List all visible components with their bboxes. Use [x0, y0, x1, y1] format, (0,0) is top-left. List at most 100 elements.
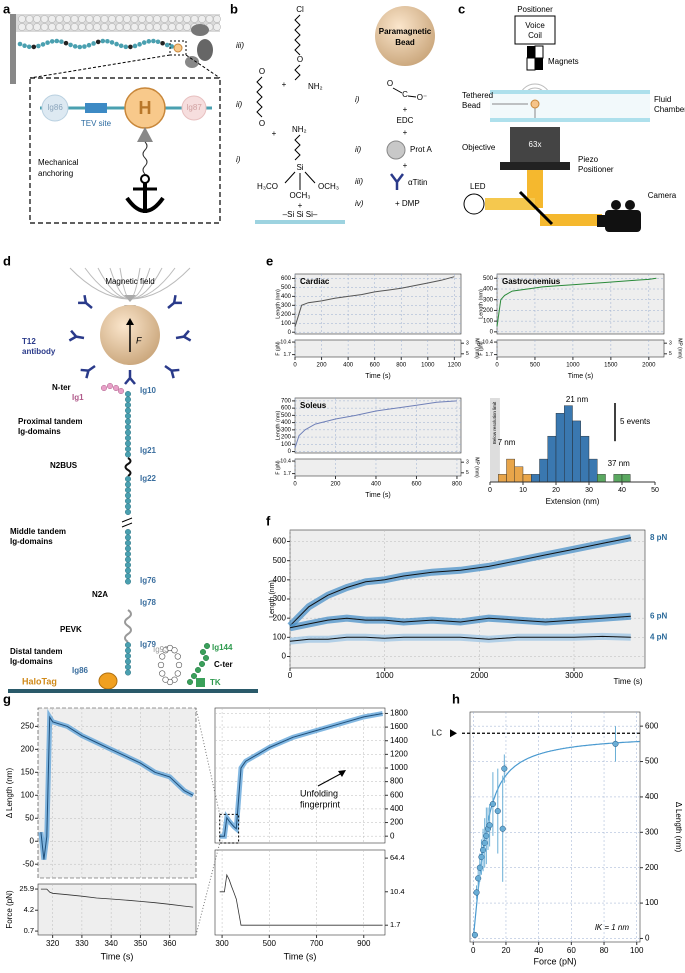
ig-domain [162, 676, 169, 683]
chart-title: Cardiac [300, 277, 330, 286]
series-line [496, 277, 657, 327]
y-tick-label: 200 [21, 744, 35, 753]
zoom-line [195, 707, 221, 815]
ig-domain [124, 391, 131, 398]
x-tick-label: 0 [495, 363, 499, 369]
myosin [25, 15, 34, 23]
chamber [490, 94, 650, 118]
y-tick-label: 0 [490, 329, 494, 335]
ig-domain [124, 664, 131, 671]
force-line [40, 888, 194, 908]
ig-domain [124, 642, 131, 649]
zoom-line [195, 842, 221, 936]
ig-domain [82, 44, 87, 49]
y-tick-label: 500 [645, 757, 659, 766]
y-tick-label: 100 [21, 790, 35, 799]
legend-label: 4 pN [650, 632, 668, 641]
y-tick-label: 1200 [390, 749, 408, 758]
force-tick-label: 10.4 [390, 887, 405, 896]
ig-domain [59, 39, 64, 44]
ig-domain [72, 44, 78, 49]
ig-domain [175, 661, 183, 669]
coverslip [490, 118, 650, 122]
ig-domain [100, 385, 107, 392]
beam [485, 198, 535, 210]
x-axis-label: Time (s) [284, 951, 317, 961]
ig-domain [124, 424, 131, 431]
bar [547, 435, 557, 483]
ig-domain [169, 44, 175, 49]
label: Ig87 [186, 103, 202, 112]
label: ii) [355, 145, 362, 154]
anchor [125, 196, 165, 213]
series-line [294, 400, 458, 449]
x-tick-label: 3000 [565, 671, 583, 680]
surface [255, 220, 345, 224]
panel-label: h [452, 691, 460, 706]
myosin [33, 15, 41, 23]
x-axis-label: Time (s) [365, 373, 390, 380]
ig-domain [186, 679, 193, 686]
ig-domain [146, 39, 152, 44]
x-tick-label: 100 [630, 946, 644, 955]
label: Ig-domains [10, 537, 53, 546]
myosin [168, 23, 176, 31]
annotation-arrow [338, 770, 346, 777]
y-tick-label: 600 [645, 721, 659, 730]
label: Ig86 [47, 103, 63, 112]
y-tick-label: 400 [483, 287, 494, 293]
y-tick-label: 1800 [390, 709, 408, 718]
bar [580, 435, 590, 483]
bead [375, 6, 435, 66]
antibody [390, 173, 404, 190]
label: iii) [236, 41, 244, 50]
myosin [63, 23, 71, 31]
force-axis-label: F (pN) [478, 341, 484, 356]
myosin [160, 23, 169, 31]
ig-domain [100, 38, 106, 44]
ig-domain [190, 673, 197, 680]
y-tick-label: 200 [390, 818, 404, 827]
tev [85, 103, 107, 113]
ig-domain [124, 418, 131, 425]
label: O⁻ [417, 93, 427, 102]
label: Ig78 [140, 598, 157, 607]
label: EDC [397, 116, 414, 125]
label: Unfolding [300, 788, 338, 798]
ig-domain [112, 385, 119, 392]
x-tick-label: 1000 [421, 363, 435, 369]
myosin [93, 23, 101, 31]
x-tick-label: 1000 [566, 363, 580, 369]
label: Ig21 [140, 446, 157, 455]
x-tick-label: 800 [452, 482, 463, 488]
myosin [130, 23, 139, 31]
y-tick-label: 100 [281, 321, 292, 327]
y-tick-label: 400 [281, 294, 292, 300]
series-line [294, 276, 455, 327]
force-axis-label: Force (pN) [5, 890, 14, 929]
bar [572, 420, 581, 483]
myosin [183, 15, 191, 23]
label: Fluid [654, 95, 671, 104]
myosin [205, 15, 214, 23]
force-plot-area [294, 339, 462, 358]
y-tick-label: 300 [645, 827, 659, 836]
label: i) [355, 95, 360, 104]
ig-domain [124, 658, 131, 665]
ig-domain [124, 540, 131, 547]
ig-domain [117, 388, 124, 395]
x-tick-label: 600 [411, 482, 422, 488]
x-tick-label: 330 [75, 939, 89, 948]
objective [510, 127, 560, 162]
force-plot-area [294, 458, 462, 477]
y-tick-label: 500 [483, 276, 494, 282]
label: –Si Si Si– [283, 210, 318, 219]
force-tick-label: 1.7 [283, 352, 291, 358]
y-tick-label: 200 [645, 863, 659, 872]
surface [8, 689, 258, 693]
y-tick-label: 0 [282, 652, 287, 661]
label: C [402, 90, 408, 99]
led [463, 193, 485, 215]
myosin [123, 15, 131, 23]
